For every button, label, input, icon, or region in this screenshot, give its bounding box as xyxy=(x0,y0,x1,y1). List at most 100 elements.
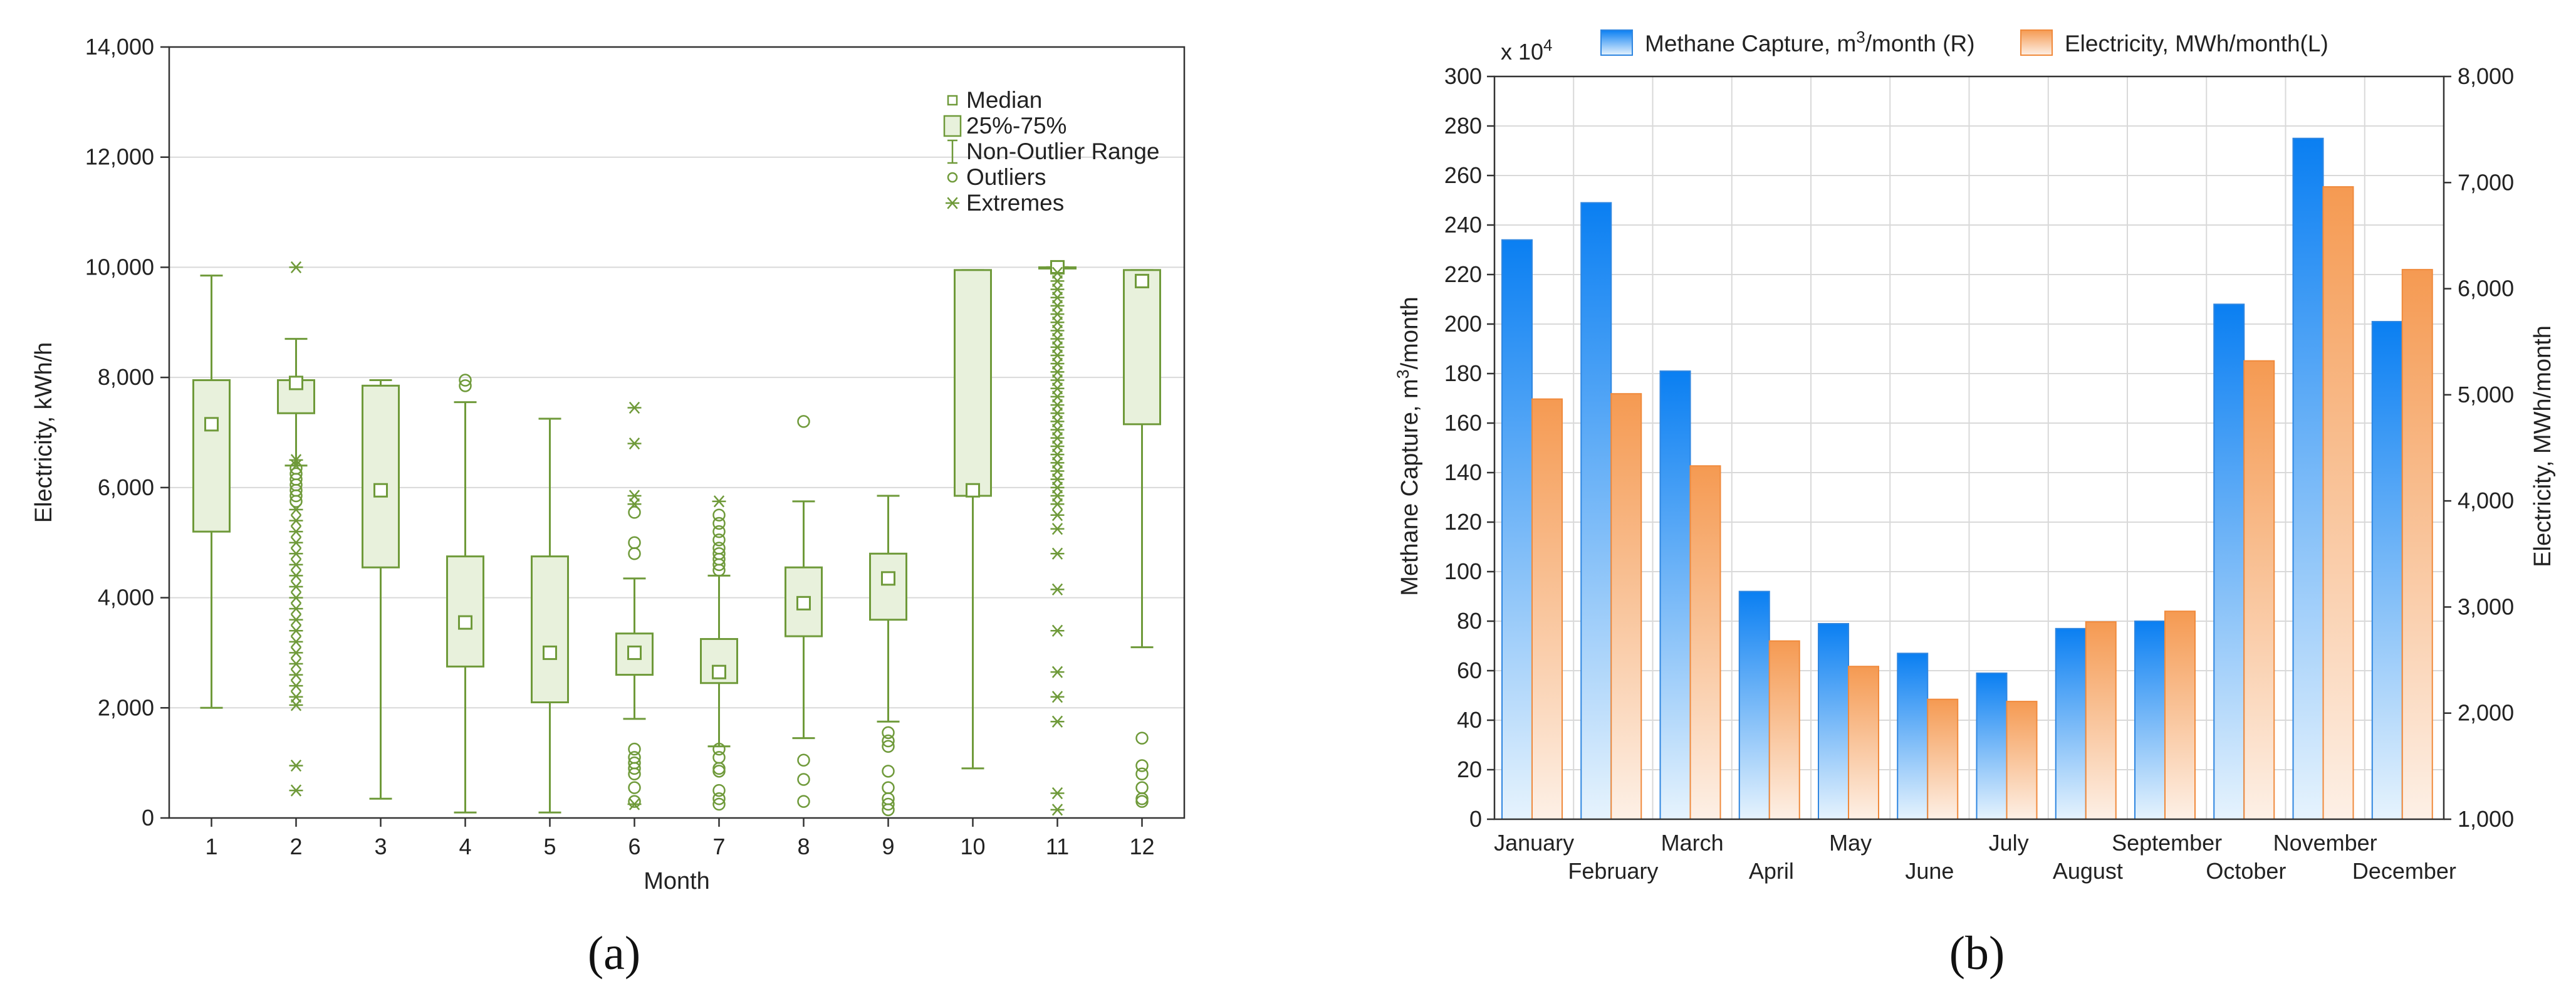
chart-b-bars xyxy=(1501,137,2433,820)
extreme-marker xyxy=(1050,523,1065,535)
legend-label-methane: Methane Capture, m3/month (R) xyxy=(1645,28,1975,56)
y-tick-label: 14,000 xyxy=(85,34,154,60)
extreme-stroke xyxy=(947,197,958,209)
x-tick-label: 5 xyxy=(543,834,556,859)
median-marker xyxy=(712,664,726,679)
x-tick-label: December xyxy=(2352,858,2456,884)
outlier-marker xyxy=(712,792,726,805)
extreme-marker xyxy=(289,580,303,593)
y-tick-label: 10,000 xyxy=(85,254,154,280)
bar-group-june xyxy=(1897,652,1959,820)
extreme-stroke xyxy=(290,459,302,472)
chart-a-y-label: Electricity, kWh/h xyxy=(31,342,57,523)
extreme-stroke xyxy=(290,636,302,648)
left-y-tick-label: 100 xyxy=(1444,558,1482,584)
extreme-stroke xyxy=(290,699,302,711)
extreme-stroke xyxy=(290,514,302,527)
box-month-1 xyxy=(192,275,231,709)
outlier-marker xyxy=(1135,767,1149,780)
bar-methane xyxy=(2371,321,2403,820)
extreme-stroke xyxy=(290,602,302,615)
y-tick-label: 12,000 xyxy=(85,144,154,170)
extreme-marker xyxy=(1050,804,1065,816)
left-y-tick-label: 260 xyxy=(1444,162,1482,188)
extreme-marker xyxy=(712,495,726,508)
left-y-tick-label: 200 xyxy=(1444,311,1482,337)
box-month-11 xyxy=(1038,259,1077,816)
extreme-stroke xyxy=(1051,509,1063,521)
x-tick-label: January xyxy=(1494,830,1574,856)
bar-methane xyxy=(2055,627,2087,820)
bar-group-may xyxy=(1818,622,1879,820)
bar-group-october xyxy=(2213,303,2275,820)
outlier-marker xyxy=(712,797,726,811)
bar-electricity xyxy=(1768,640,1800,820)
extreme-stroke xyxy=(1051,498,1063,510)
legend-label-median: Median xyxy=(966,87,1042,113)
bar-electricity xyxy=(2243,360,2275,820)
x-tick-label: 1 xyxy=(205,834,217,859)
iqr-box xyxy=(192,379,231,533)
x-tick-label: 8 xyxy=(797,834,810,859)
outlier-marker xyxy=(628,767,641,780)
extreme-stroke xyxy=(1051,715,1063,728)
chart-b-legend: Methane Capture, m3/month (R) Electricit… xyxy=(1600,28,2328,56)
outlier-marker xyxy=(628,506,641,519)
outlier-marker xyxy=(882,781,895,794)
left-y-tick-label: 80 xyxy=(1457,608,1482,634)
extreme-stroke xyxy=(290,668,302,681)
bar-group-december xyxy=(2371,269,2433,820)
outlier-marker xyxy=(712,558,726,572)
extreme-stroke xyxy=(1051,624,1063,637)
chart-b-left-y-label: Methane Capture, m3/month xyxy=(1394,296,1423,596)
x-tick-label: April xyxy=(1749,858,1794,884)
chart-a-boxes xyxy=(192,259,1161,817)
x-tick-label: 7 xyxy=(712,834,725,859)
median-marker xyxy=(373,483,388,498)
right-y-tick-label: 1,000 xyxy=(2458,806,2514,832)
extreme-stroke xyxy=(290,646,302,659)
legend-label-whisker: Non-Outlier Range xyxy=(966,139,1159,164)
bar-group-september xyxy=(2134,611,2196,820)
extreme-stroke xyxy=(290,614,302,626)
box-month-9 xyxy=(869,495,907,817)
bar-electricity xyxy=(1927,698,1959,820)
bar-group-july xyxy=(1976,672,2038,820)
extreme-marker xyxy=(1050,666,1065,678)
extreme-stroke xyxy=(1051,666,1063,678)
median-marker xyxy=(289,375,303,390)
left-y-tick-label: 300 xyxy=(1444,63,1482,89)
extreme-stroke xyxy=(1051,583,1063,596)
extreme-stroke xyxy=(290,569,302,582)
legend-box-marker xyxy=(943,115,962,137)
extreme-marker xyxy=(289,679,303,692)
extreme-marker xyxy=(289,537,303,549)
extreme-stroke xyxy=(290,591,302,604)
extreme-marker xyxy=(289,261,303,274)
chart-b-right-y-label: Electricity, MWh/month xyxy=(2530,325,2556,567)
extreme-stroke xyxy=(628,498,640,510)
outlier-marker xyxy=(712,751,726,764)
extreme-marker xyxy=(289,759,303,772)
bar-group-april xyxy=(1738,590,1800,820)
outlier-marker xyxy=(628,742,641,756)
median-marker xyxy=(1135,273,1149,288)
outlier-marker xyxy=(712,765,726,778)
extreme-stroke xyxy=(290,525,302,538)
extreme-marker xyxy=(289,624,303,637)
outlier-marker xyxy=(882,765,895,778)
x-tick-label: 10 xyxy=(960,834,985,859)
legend-label-electricity: Electricity, MWh/month(L) xyxy=(2065,31,2328,56)
median-marker xyxy=(796,595,811,611)
extreme-marker xyxy=(627,437,642,450)
x-tick-label: October xyxy=(2206,858,2286,884)
iqr-box xyxy=(954,269,992,497)
extreme-stroke xyxy=(1051,787,1063,800)
x-tick-label: 6 xyxy=(628,834,640,859)
bar-methane xyxy=(1659,370,1691,820)
extreme-marker xyxy=(1050,498,1065,510)
extreme-stroke xyxy=(290,784,302,797)
outlier-marker xyxy=(797,415,810,428)
median-marker xyxy=(966,483,980,498)
